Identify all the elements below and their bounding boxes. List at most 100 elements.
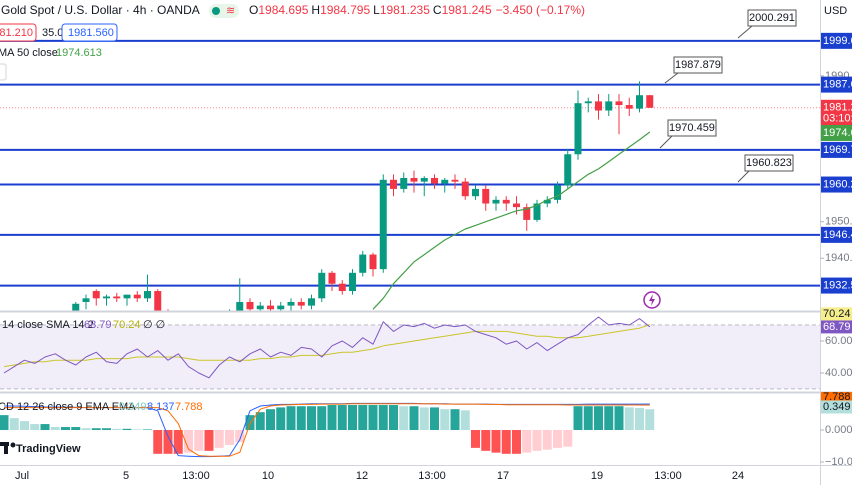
candle-body <box>226 313 233 317</box>
candle-body <box>103 296 110 299</box>
candle-body <box>236 301 244 311</box>
sma-legend-value: 1974.613 <box>56 47 102 59</box>
macd-legend-hist: 0.349 <box>119 401 147 413</box>
buy-button[interactable] <box>61 23 118 42</box>
candle-body <box>165 313 172 324</box>
macd-hist-bar <box>143 429 152 431</box>
macd-hist-bar <box>225 430 234 445</box>
countdown: 03:10: <box>823 113 852 125</box>
logo-mark <box>4 442 8 454</box>
sell-button[interactable] <box>0 23 37 42</box>
last-price-label: 1981.2 <box>823 102 852 114</box>
candle-body <box>513 203 520 208</box>
macd-hist-bar <box>450 409 460 431</box>
candle-body <box>574 103 582 155</box>
macd-hist-bar <box>635 407 644 431</box>
ohlc-value: 1981.245 <box>442 3 492 17</box>
candle-body <box>349 272 356 292</box>
candle-body <box>605 101 613 111</box>
x-tick-label: 5 <box>123 470 129 482</box>
macd-hist-bar <box>378 405 388 431</box>
last-price-box <box>821 99 852 126</box>
ohlc-value: 1984.795 <box>320 3 370 17</box>
macd-hist-bar <box>491 430 501 453</box>
macd-hist-bar <box>112 428 122 431</box>
status-icon: ≋ <box>226 5 235 17</box>
x-tick-label: 13:00 <box>654 470 682 482</box>
candle-body <box>625 105 633 109</box>
macd-hist-bar <box>266 409 275 431</box>
candle-body <box>523 207 531 220</box>
macd-hist-bar <box>327 405 337 431</box>
candle-body <box>277 305 285 310</box>
macd-hist-label: 0.349 <box>823 401 851 413</box>
macd-hist-bar <box>348 405 357 431</box>
macd-hist-bar <box>409 406 419 431</box>
sell-price[interactable]: 1981.210 <box>0 27 33 39</box>
candle-body <box>123 294 131 299</box>
candle-body <box>615 101 623 106</box>
x-tick-label: 13:00 <box>418 470 446 482</box>
macd-hist-bar <box>184 430 193 453</box>
callout-pointer <box>737 25 753 39</box>
candle-body <box>267 305 274 310</box>
ohlc-key: L <box>373 3 380 17</box>
macd-hist-bar <box>30 424 40 431</box>
macd-hist-bar <box>645 409 655 431</box>
macd-hist-bar <box>614 406 624 431</box>
macd-hist-bar <box>307 406 316 431</box>
candle-body <box>636 95 643 109</box>
macd-hist-bar <box>255 412 265 431</box>
candle-body <box>461 181 469 197</box>
candle-body <box>246 301 254 310</box>
candle-body <box>390 179 397 189</box>
ohlc-value: 1981.235 <box>380 3 430 17</box>
candle-body <box>554 185 561 200</box>
macd-legend-signal: 7.788 <box>175 401 203 413</box>
candle-body <box>451 179 459 182</box>
macd-hist-bar <box>173 430 183 454</box>
macd-hist-bar <box>276 407 286 431</box>
macd-hist-bar <box>214 430 224 448</box>
macd-signal-label: 7.788 <box>823 391 851 403</box>
macd-hist-bar <box>532 430 542 451</box>
candle-body <box>595 101 602 111</box>
macd-hist-bar <box>573 406 583 431</box>
macd-hist-bar <box>460 410 470 431</box>
macd-hist-bar <box>542 430 552 450</box>
macd-hist-bar <box>286 406 296 431</box>
buy-price[interactable]: 1981.560 <box>68 27 114 39</box>
macd-hist-bar <box>153 430 163 454</box>
candle-body <box>369 254 377 270</box>
candle-body <box>400 177 408 189</box>
candle-body <box>441 179 449 184</box>
y-tick-label: 1940.0 <box>825 252 852 264</box>
macd-hist-bar <box>512 430 521 454</box>
macd-hist-bar <box>583 406 593 431</box>
macd-hist-bar <box>553 430 562 448</box>
collapse-button[interactable] <box>0 63 7 81</box>
candle-body <box>287 301 295 306</box>
candle-body <box>144 291 151 299</box>
macd-hist-bar <box>594 406 603 431</box>
callout-box <box>673 56 723 74</box>
macd-hist-bar <box>481 430 491 451</box>
rsi-line <box>3 316 651 379</box>
callout-box <box>744 154 794 172</box>
callout-box <box>747 9 797 27</box>
ohlc-legend: O1984.695 H1984.795 L1981.235 C1981.245 −3.4… <box>249 3 585 17</box>
callout-text: 1987.879 <box>675 59 721 71</box>
candle-body <box>308 298 315 306</box>
alert-bolt <box>649 294 655 306</box>
rsi-value-label: 68.79 <box>823 321 851 333</box>
callout-pointer <box>664 72 679 84</box>
status-dot <box>212 7 220 15</box>
level-label: 1999.6 <box>823 35 852 47</box>
x-tick-label: 13:00 <box>182 470 210 482</box>
candle-body <box>113 296 121 299</box>
callout-text: 2000.291 <box>749 12 795 24</box>
x-tick-label: 10 <box>262 470 274 482</box>
macd-hist-bar <box>604 406 614 431</box>
sma-label-bg <box>821 124 852 141</box>
